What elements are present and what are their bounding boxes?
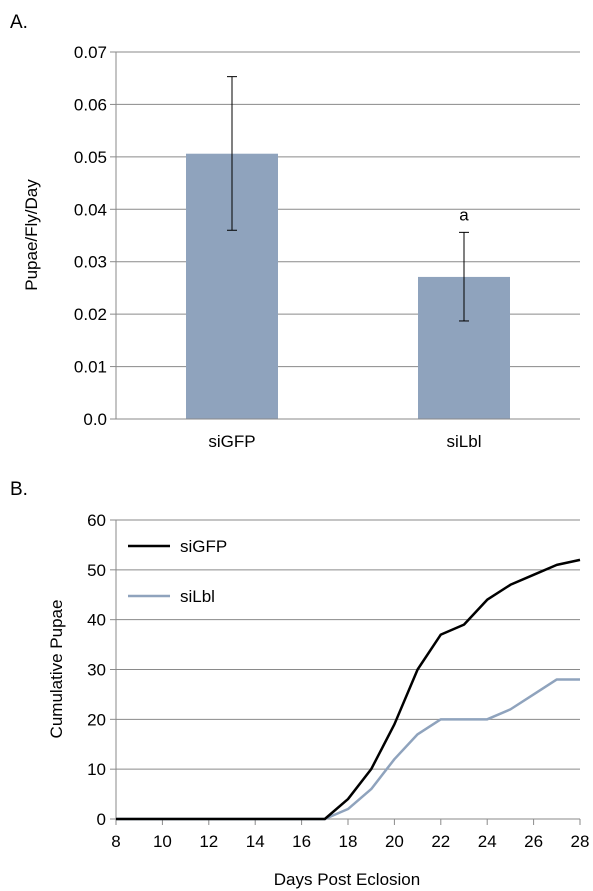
panel-b-x-tick-label: 26 [524, 832, 543, 851]
panel-b-x-tick-label: 28 [571, 832, 590, 851]
panel-a-y-axis-title: Pupae/Fly/Day [22, 179, 41, 291]
panel-a-bar-chart: A. a 0.0 0.01 0.02 0.03 0.04 0.05 0.06 0.07 siG… [10, 12, 580, 451]
panel-a-significance-label: a [459, 205, 469, 224]
panel-b-series-lines [116, 558, 581, 821]
panel-a-y-tick-labels: 0.0 0.01 0.02 0.03 0.04 0.05 0.06 0.07 [74, 43, 107, 429]
panel-b-x-tick-label: 18 [339, 832, 358, 851]
panel-b-label: B. [10, 479, 28, 500]
panel-a-x-tick-label: siGFP [208, 432, 255, 451]
panel-b-x-tick-label: 12 [199, 832, 218, 851]
panel-b-axes [115, 520, 581, 825]
panel-a-bars [186, 153, 510, 419]
panel-b-legend-label: siGFP [180, 537, 227, 556]
panel-a-y-tick-label: 0.01 [74, 358, 107, 377]
panel-a-y-tick-label: 0.03 [74, 253, 107, 272]
panel-b-legend: siGFP siLbl [128, 537, 227, 606]
panel-b-legend-label: siLbl [180, 587, 215, 606]
panel-a-y-tick-label: 0.02 [74, 305, 107, 324]
panel-b-gridlines [110, 519, 580, 820]
panel-b-series-line-siGFP [116, 558, 581, 821]
panel-b-x-tick-label: 14 [246, 832, 265, 851]
panel-a-axes [115, 52, 580, 420]
panel-b-y-tick-labels: 0 10 20 30 40 50 60 [87, 511, 106, 829]
panel-b-x-tick-label: 20 [385, 832, 404, 851]
panel-b-y-tick-label: 30 [87, 661, 106, 680]
panel-a-label: A. [10, 12, 28, 33]
panel-b-y-tick-label: 20 [87, 710, 106, 729]
panel-b-x-tick-label: 8 [111, 832, 120, 851]
panel-b-y-tick-label: 40 [87, 611, 106, 630]
panel-a-y-tick-label: 0.06 [74, 95, 107, 114]
panel-a-error-bars [227, 76, 469, 322]
panel-a-y-tick-label: 0.07 [74, 43, 107, 62]
panel-a-x-tick-label: siLbl [447, 432, 482, 451]
panel-b-x-tick-label: 24 [478, 832, 497, 851]
panel-b-y-tick-label: 50 [87, 561, 106, 580]
panel-b-x-tick-label: 22 [431, 832, 450, 851]
panel-b-x-tick-label: 10 [153, 832, 172, 851]
panel-b-x-tick-labels: 8 10 12 14 16 18 20 22 24 26 28 [111, 832, 589, 851]
panel-b-y-tick-label: 60 [87, 511, 106, 530]
panel-a-y-tick-label: 0.04 [74, 200, 107, 219]
panel-a-annotations: a [459, 205, 469, 224]
panel-b-line-chart: B. 0 10 20 30 40 50 60 8 10 12 14 16 18 20 22 24 26 28 s… [10, 479, 589, 889]
panel-b-y-tick-label: 0 [97, 810, 106, 829]
panel-b-y-axis-title: Cumulative Pupae [47, 600, 66, 739]
panel-a-y-tick-label: 0.05 [74, 148, 107, 167]
panel-a-x-tick-labels: siGFP siLbl [208, 432, 481, 451]
panel-b-x-axis-title: Days Post Eclosion [274, 870, 420, 889]
panel-b-x-tick-label: 16 [292, 832, 311, 851]
panel-a-y-tick-label: 0.0 [83, 410, 107, 429]
panel-b-y-tick-label: 10 [87, 760, 106, 779]
